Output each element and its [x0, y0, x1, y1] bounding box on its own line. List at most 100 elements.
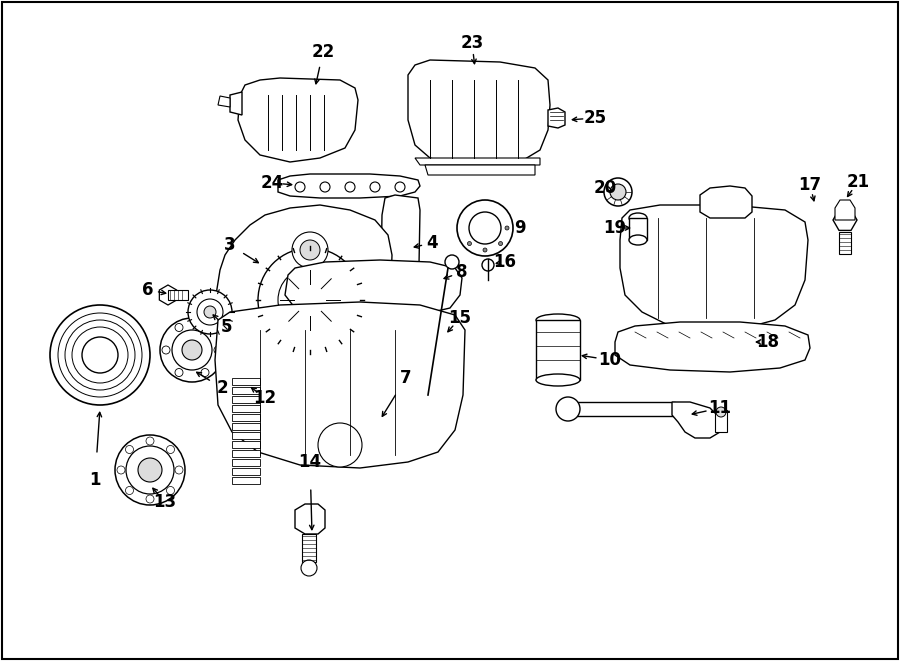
Circle shape: [469, 212, 501, 244]
Polygon shape: [700, 186, 752, 218]
Circle shape: [301, 560, 317, 576]
Text: 1: 1: [89, 471, 101, 489]
Text: 22: 22: [311, 43, 335, 61]
Circle shape: [175, 323, 183, 331]
Bar: [232, 396, 260, 403]
Bar: [232, 459, 260, 466]
Circle shape: [214, 346, 222, 354]
Text: 24: 24: [260, 174, 284, 192]
Circle shape: [72, 327, 128, 383]
Text: 16: 16: [493, 253, 517, 271]
Ellipse shape: [536, 374, 580, 386]
Text: 13: 13: [153, 493, 176, 511]
Circle shape: [556, 397, 580, 421]
Text: 7: 7: [400, 369, 412, 387]
Bar: [629, 218, 647, 240]
Bar: [232, 423, 260, 430]
Circle shape: [125, 446, 133, 453]
Text: 21: 21: [846, 173, 869, 191]
Ellipse shape: [536, 314, 580, 326]
Polygon shape: [380, 195, 420, 348]
Circle shape: [318, 423, 362, 467]
Circle shape: [201, 369, 209, 377]
Bar: [232, 450, 260, 457]
Ellipse shape: [629, 213, 647, 223]
Polygon shape: [159, 285, 176, 305]
Circle shape: [258, 248, 362, 352]
Bar: [232, 441, 260, 448]
Circle shape: [115, 435, 185, 505]
Text: 6: 6: [142, 281, 154, 299]
Polygon shape: [230, 92, 242, 115]
Text: 20: 20: [593, 179, 616, 197]
Circle shape: [300, 240, 320, 260]
Bar: [232, 405, 260, 412]
Circle shape: [125, 486, 133, 494]
Circle shape: [278, 268, 342, 332]
Polygon shape: [218, 96, 230, 107]
Polygon shape: [278, 174, 420, 198]
Circle shape: [320, 182, 330, 192]
Circle shape: [197, 299, 223, 325]
Circle shape: [482, 259, 494, 271]
Bar: [232, 387, 260, 394]
Circle shape: [172, 330, 212, 370]
Circle shape: [58, 313, 142, 397]
Circle shape: [483, 248, 487, 252]
Circle shape: [126, 446, 174, 494]
Bar: [232, 477, 260, 484]
Polygon shape: [215, 302, 465, 468]
Circle shape: [295, 285, 325, 315]
Text: 11: 11: [708, 399, 732, 417]
Circle shape: [182, 340, 202, 360]
Circle shape: [166, 486, 175, 494]
Polygon shape: [415, 158, 540, 165]
Circle shape: [445, 255, 459, 269]
Polygon shape: [615, 322, 810, 372]
Polygon shape: [672, 402, 720, 438]
Text: 14: 14: [299, 453, 321, 471]
Circle shape: [201, 323, 209, 331]
Circle shape: [160, 318, 224, 382]
Text: 10: 10: [598, 351, 622, 369]
Polygon shape: [408, 60, 550, 168]
Polygon shape: [238, 78, 358, 162]
Bar: [232, 378, 260, 385]
Circle shape: [175, 466, 183, 474]
Text: 19: 19: [603, 219, 626, 237]
Text: 25: 25: [583, 109, 607, 127]
Circle shape: [82, 337, 118, 373]
Text: 18: 18: [757, 333, 779, 351]
Circle shape: [345, 182, 355, 192]
Polygon shape: [620, 205, 808, 330]
Polygon shape: [425, 165, 535, 175]
Circle shape: [50, 305, 150, 405]
Bar: [168, 290, 188, 300]
Circle shape: [467, 241, 472, 245]
Text: 9: 9: [514, 219, 526, 237]
Circle shape: [65, 320, 135, 390]
Bar: [839, 232, 851, 254]
Text: 23: 23: [461, 34, 483, 52]
Circle shape: [146, 495, 154, 503]
Polygon shape: [285, 260, 462, 318]
Circle shape: [295, 182, 305, 192]
Text: 2: 2: [216, 379, 228, 397]
Circle shape: [138, 458, 162, 482]
Text: 4: 4: [427, 234, 437, 252]
Circle shape: [188, 290, 232, 334]
Polygon shape: [835, 200, 855, 220]
Bar: [302, 534, 316, 562]
Polygon shape: [216, 205, 392, 372]
Text: 5: 5: [220, 318, 232, 336]
Circle shape: [457, 200, 513, 256]
Polygon shape: [295, 504, 325, 534]
Circle shape: [162, 346, 170, 354]
Circle shape: [604, 178, 632, 206]
Circle shape: [716, 407, 726, 417]
Bar: [536, 320, 580, 380]
Bar: [575, 402, 675, 416]
Circle shape: [499, 241, 502, 245]
Bar: [232, 432, 260, 439]
Text: 15: 15: [448, 309, 472, 327]
